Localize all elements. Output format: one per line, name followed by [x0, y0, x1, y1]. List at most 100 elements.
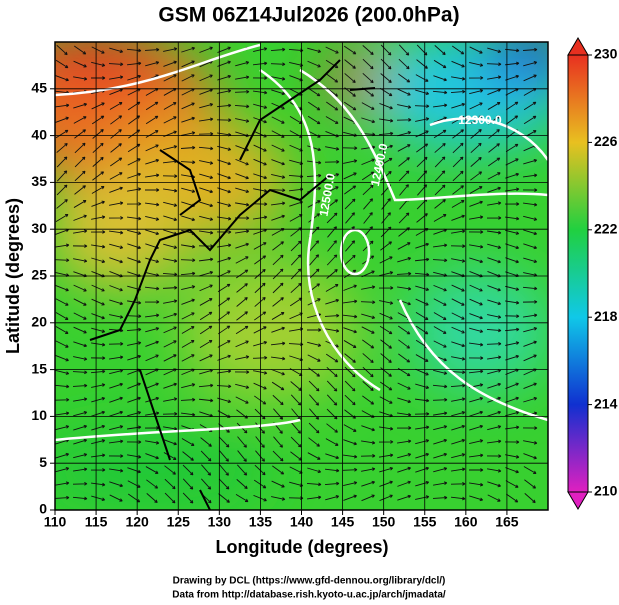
wind-arrow [253, 158, 267, 166]
wind-arrow [145, 61, 160, 67]
wind-arrow [91, 46, 105, 54]
wind-arrow [199, 339, 213, 348]
wind-arrow [361, 285, 376, 290]
wind-arrow [217, 325, 231, 335]
wind-arrow [126, 314, 142, 319]
wind-arrow [469, 327, 484, 333]
wind-arrow [451, 467, 466, 472]
wind-arrow [91, 313, 105, 320]
wind-arrow [254, 311, 267, 321]
wind-arrow [487, 257, 501, 264]
wind-arrow [236, 464, 248, 476]
wind-arrow [91, 424, 106, 431]
x-tick-label: 155 [413, 514, 437, 530]
wind-arrow [360, 454, 376, 458]
wind-arrow [505, 101, 519, 111]
wind-arrow [55, 340, 69, 348]
wind-arrow [55, 59, 69, 69]
wind-arrow [271, 356, 286, 361]
wind-arrow [343, 424, 357, 432]
wind-arrow [434, 199, 446, 209]
wind-arrow [145, 396, 160, 403]
wind-arrow [163, 382, 177, 389]
wind-arrow [235, 187, 250, 194]
wind-arrow [326, 73, 339, 83]
wind-arrow [163, 215, 178, 222]
wind-arrow [109, 494, 123, 502]
wind-arrow [324, 481, 340, 486]
wind-arrow [379, 312, 393, 320]
wind-arrow [109, 468, 124, 473]
wind-arrow [218, 297, 231, 307]
wind-arrow [91, 439, 106, 445]
credit: Data from http://database.rish.kyoto-u.a… [172, 590, 446, 601]
wind-arrow [163, 201, 178, 207]
wind-arrow [343, 101, 357, 111]
wind-arrow [199, 46, 213, 53]
wind-arrow [127, 467, 141, 474]
wind-arrow [415, 89, 430, 96]
wind-arrow [109, 396, 123, 403]
wind-arrow [55, 495, 70, 500]
chart-title: GSM 06Z14Jul2026 (200.0hPa) [158, 4, 459, 27]
colorbar-tick-label: 210 [594, 483, 618, 499]
wind-arrow [55, 312, 69, 320]
wind-arrow [182, 464, 194, 476]
wind-arrow [397, 397, 412, 404]
wind-arrow [345, 240, 356, 252]
wind-arrow [252, 61, 268, 66]
wind-arrow [451, 298, 465, 306]
wind-arrow [92, 129, 104, 139]
wind-arrow [181, 102, 195, 110]
wind-arrow [127, 229, 142, 235]
wind-arrow [127, 480, 141, 488]
wind-arrow [451, 229, 466, 234]
wind-arrow [55, 298, 69, 306]
wind-arrow [487, 410, 501, 417]
wind-arrow [505, 300, 520, 305]
wind-arrow [74, 185, 86, 195]
y-tick-label: 45 [31, 80, 47, 96]
wind-arrow [254, 296, 266, 307]
wind-arrow [325, 495, 340, 501]
wind-arrow [450, 482, 466, 486]
wind-arrow [397, 88, 411, 96]
wind-arrow [236, 479, 248, 490]
wind-arrow [361, 313, 376, 320]
wind-arrow [253, 47, 268, 52]
wind-arrow [361, 467, 376, 472]
wind-arrow [505, 454, 520, 459]
wind-arrow [379, 381, 393, 391]
wind-arrow [433, 214, 447, 222]
wind-arrow [271, 102, 285, 110]
wind-arrow [326, 101, 339, 111]
wind-arrow [379, 494, 393, 502]
wind-arrow [56, 184, 68, 196]
wind-arrow [451, 214, 465, 221]
wind-arrow [127, 74, 141, 81]
wind-arrow [271, 144, 285, 152]
wind-arrow [415, 368, 429, 376]
wind-arrow [181, 412, 196, 417]
wind-arrow [415, 298, 429, 306]
wind-arrow [343, 45, 357, 55]
wind-arrow [505, 354, 520, 361]
wind-arrow [344, 380, 356, 392]
wind-arrow [254, 464, 266, 476]
y-tick-label: 15 [31, 360, 47, 376]
wind-arrow [414, 257, 430, 262]
wind-arrow [199, 354, 213, 362]
wind-arrow [451, 438, 466, 445]
wind-arrow [290, 254, 302, 266]
wind-arrow [415, 383, 430, 390]
wind-arrow [363, 198, 374, 210]
wind-arrow [180, 258, 196, 263]
wind-arrow [217, 340, 231, 348]
wind-arrow [272, 394, 284, 406]
wind-arrow [433, 75, 447, 82]
wind-arrow [468, 468, 484, 472]
wind-arrow [254, 282, 266, 294]
wind-arrow [344, 73, 356, 83]
wind-arrow [181, 60, 195, 68]
